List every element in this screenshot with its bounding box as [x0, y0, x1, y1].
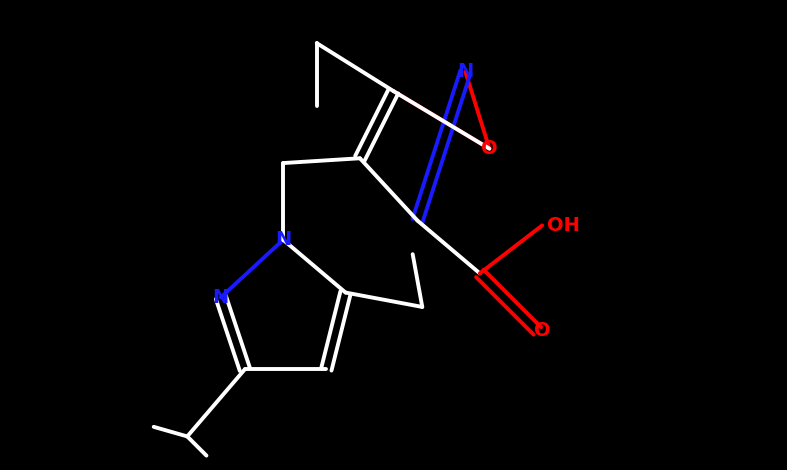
- Text: OH: OH: [547, 216, 580, 235]
- Text: O: O: [534, 321, 550, 340]
- Text: N: N: [457, 63, 474, 81]
- Text: O: O: [481, 139, 497, 158]
- Text: N: N: [275, 230, 291, 249]
- Text: N: N: [212, 288, 229, 307]
